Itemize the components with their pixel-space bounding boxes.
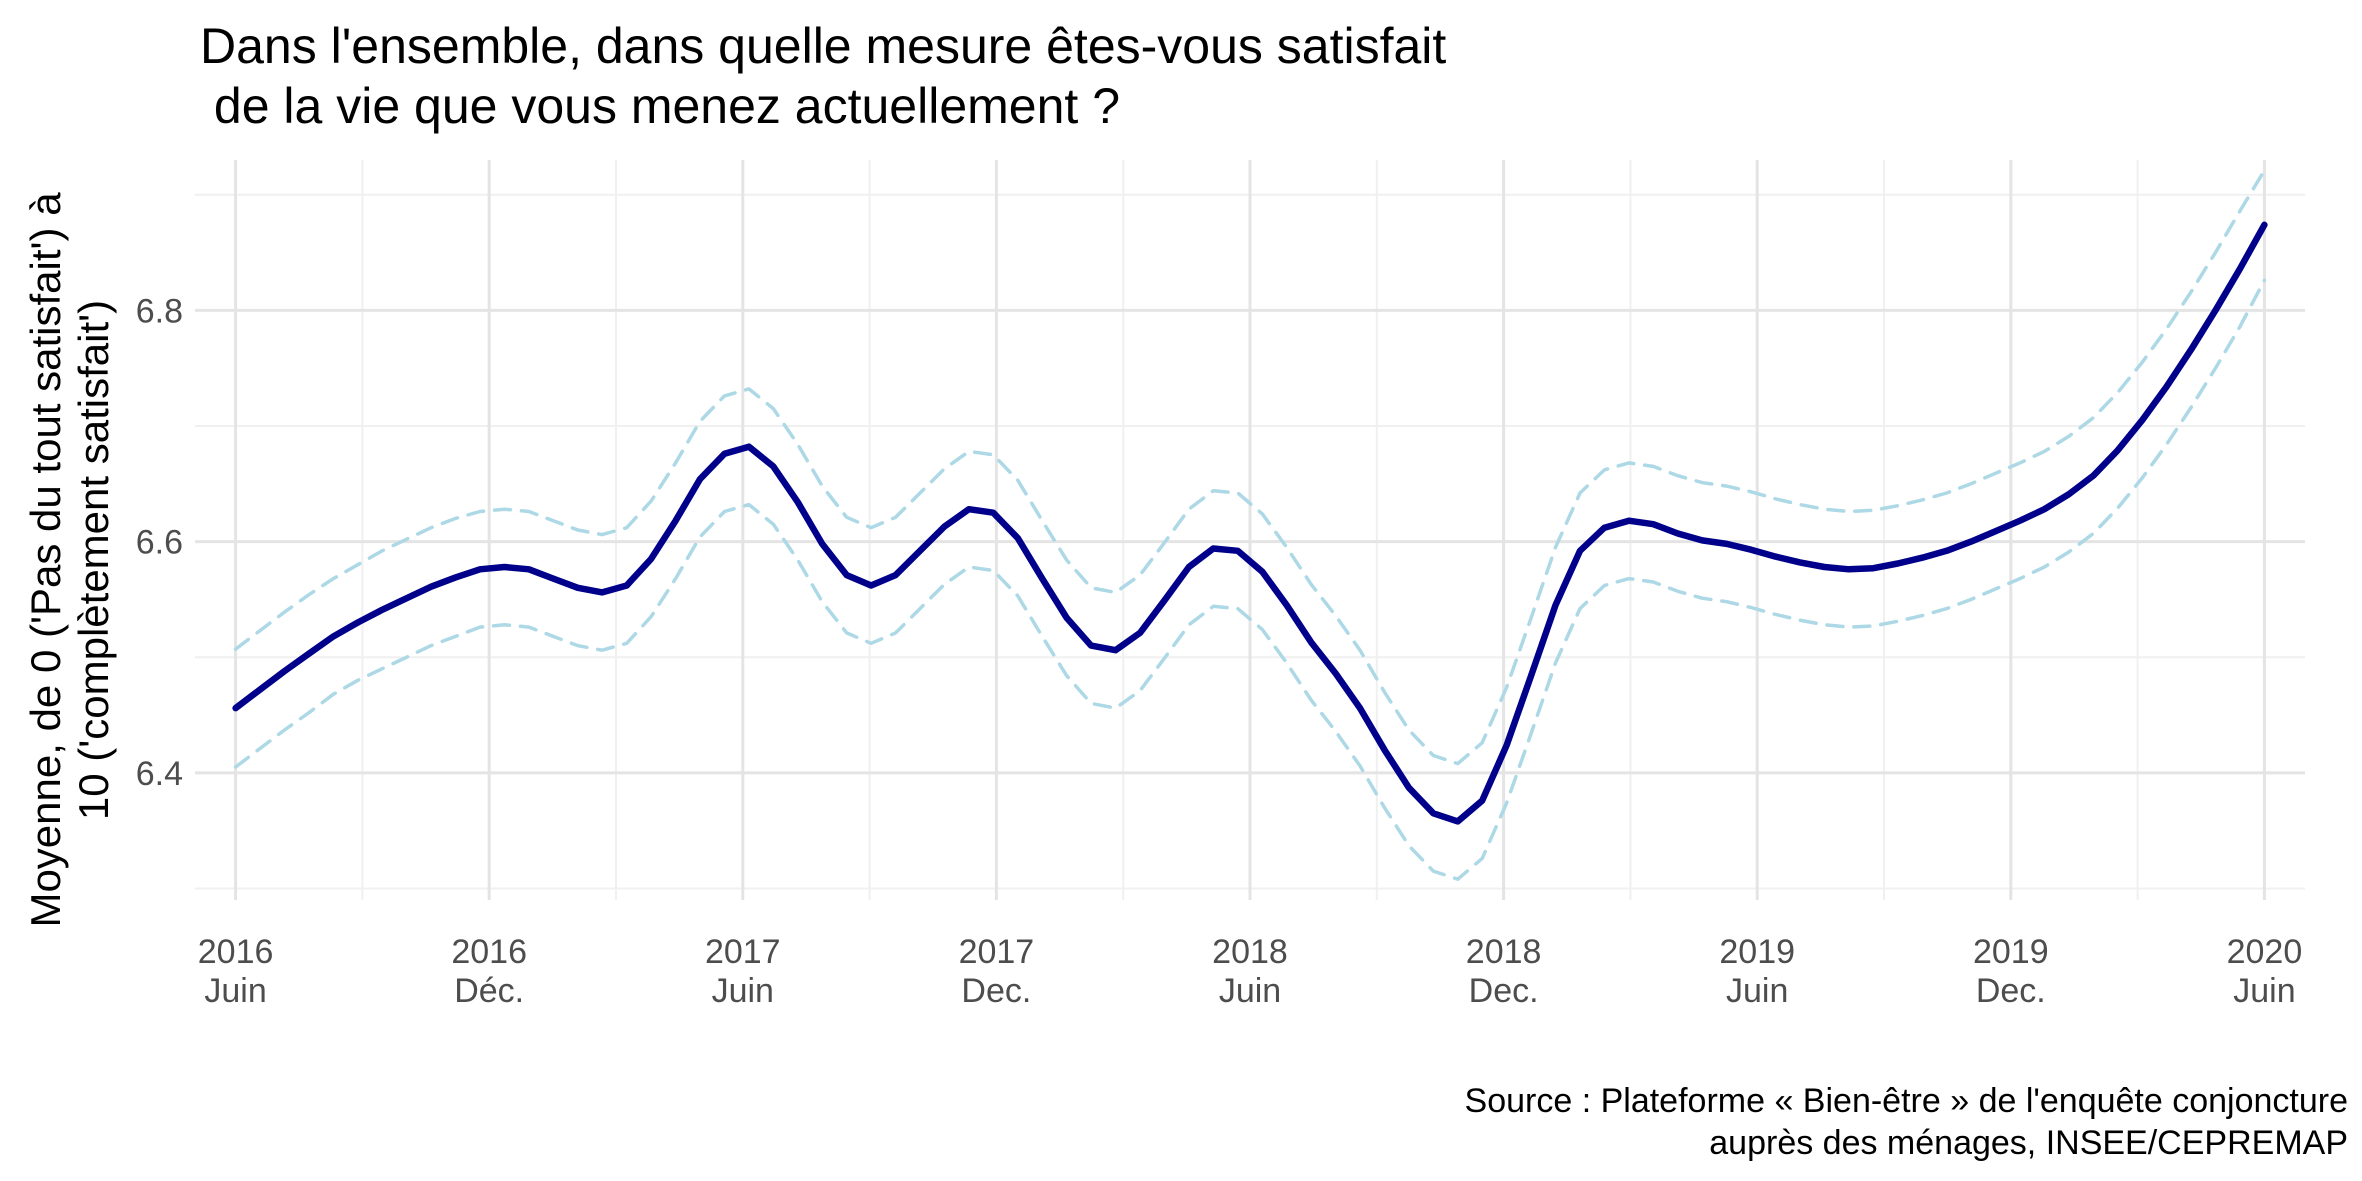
- mean-satisfaction-line: [232, 221, 2268, 825]
- x-tick-label-month: Dec.: [961, 972, 1031, 1010]
- x-tick-label-month: Juin: [1726, 972, 1788, 1010]
- x-tick-label-year: 2018: [1212, 933, 1288, 971]
- source-line-1: Source : Plateforme « Bien-être » de l'e…: [1464, 1082, 2348, 1120]
- y-axis-tick-labels: 6.4 6.6 6.8: [136, 292, 183, 793]
- x-tick-label-month: Dec.: [1469, 972, 1539, 1010]
- y-axis-label: Moyenne, de 0 ('Pas du tout satisfait') …: [22, 192, 117, 928]
- x-tick-label-month: Juin: [712, 972, 774, 1010]
- chart-title: Dans l'ensemble, dans quelle mesure êtes…: [200, 18, 1447, 134]
- lower-confidence-line: [233, 278, 2267, 881]
- source-line-2: auprès des ménages, INSEE/CEPREMAP: [1709, 1124, 2348, 1162]
- x-tick-label-year: 2016: [198, 933, 274, 971]
- series-layer: [232, 168, 2268, 881]
- x-axis-tick-labels: 2016Juin2016Déc.2017Juin2017Dec.2018Juin…: [198, 933, 2302, 1010]
- upper-confidence-line: [233, 168, 2267, 766]
- x-tick-label-year: 2019: [1719, 933, 1795, 971]
- x-tick-label-month: Juin: [204, 972, 266, 1010]
- y-tick-label: 6.6: [136, 524, 183, 562]
- y-axis-label-line-2: 10 ('complètement satisfait'): [70, 300, 117, 820]
- source-note: Source : Plateforme « Bien-être » de l'e…: [1465, 1080, 2348, 1164]
- x-tick-label-year: 2019: [1973, 933, 2049, 971]
- x-tick-label-year: 2018: [1466, 933, 1542, 971]
- x-tick-label-month: Juin: [2233, 972, 2295, 1010]
- y-tick-label: 6.4: [136, 755, 183, 793]
- x-tick-label-year: 2017: [959, 933, 1035, 971]
- y-tick-label: 6.8: [136, 292, 183, 330]
- x-tick-label-year: 2016: [451, 933, 527, 971]
- x-tick-label-month: Déc.: [454, 972, 524, 1010]
- x-tick-label-year: 2020: [2227, 933, 2303, 971]
- x-tick-label-month: Juin: [1219, 972, 1281, 1010]
- y-axis-label-line-1: Moyenne, de 0 ('Pas du tout satisfait') …: [22, 192, 69, 928]
- x-tick-label-month: Dec.: [1976, 972, 2046, 1010]
- x-tick-label-year: 2017: [705, 933, 781, 971]
- major-gridlines: [195, 160, 2305, 900]
